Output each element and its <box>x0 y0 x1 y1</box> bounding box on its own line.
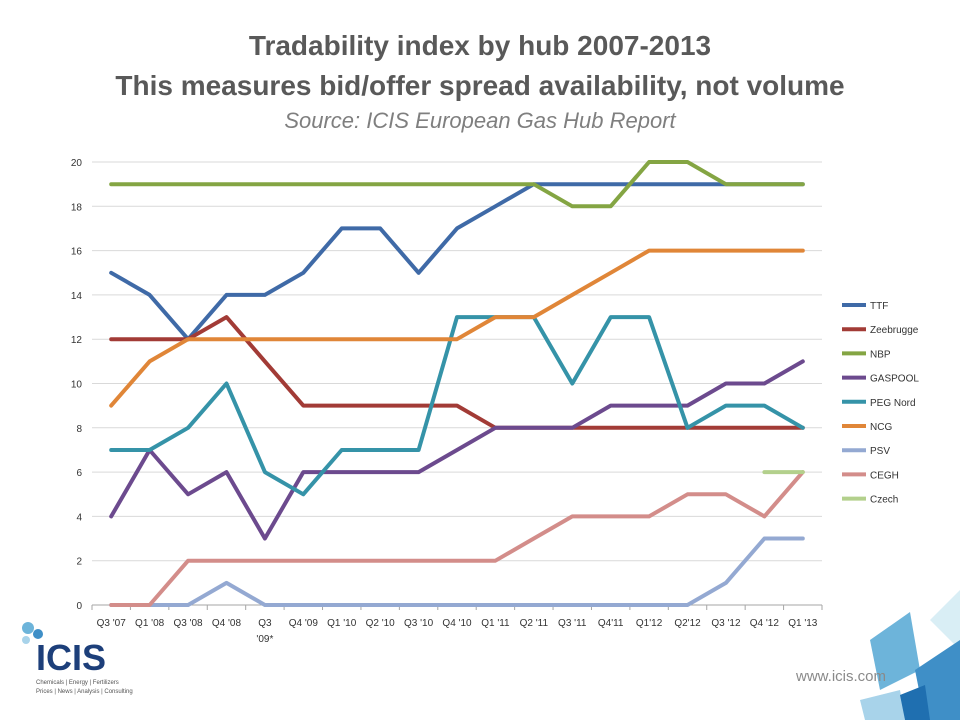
x-tick-label: Q3 '08 <box>173 618 203 629</box>
x-tick-label: Q4 '08 <box>212 618 242 629</box>
y-tick-label: 12 <box>71 335 83 346</box>
y-tick-label: 20 <box>71 158 83 169</box>
y-tick-label: 10 <box>71 380 83 391</box>
logo-tagline-2: Prices | News | Analysis | Consulting <box>36 689 133 695</box>
x-tick-label: Q1 '10 <box>327 618 357 629</box>
x-tick-label: '09* <box>256 634 273 645</box>
series-line-cegh <box>109 470 805 607</box>
series-line-psv <box>109 536 805 607</box>
series-line-ttf <box>109 182 805 342</box>
legend-label: NBP <box>870 349 891 360</box>
chart-source: Source: ICIS European Gas Hub Report <box>284 108 676 133</box>
x-tick-label: Q3 '11 <box>558 618 587 629</box>
series-line-peg-nord <box>109 315 805 497</box>
y-tick-label: 0 <box>76 601 82 612</box>
legend-label: PSV <box>870 446 890 457</box>
x-tick-label: Q1'12 <box>636 618 663 629</box>
legend-label: TTF <box>870 301 888 312</box>
website-link[interactable]: www.icis.com <box>796 668 887 685</box>
legend-label: GASPOOL <box>870 374 919 385</box>
series-line-nbp <box>109 160 805 209</box>
legend-label: Czech <box>870 495 898 506</box>
x-tick-label: Q1 '11 <box>481 618 510 629</box>
x-tick-label: Q4 '12 <box>750 618 780 629</box>
y-tick-label: 2 <box>76 557 82 568</box>
series-line-ncg <box>109 248 805 408</box>
y-tick-label: 8 <box>76 424 82 435</box>
series-line-zeebrugge <box>109 315 805 430</box>
y-tick-label: 4 <box>76 512 82 523</box>
chart-subtitle: This measures bid/offer spread availabil… <box>115 70 845 101</box>
legend-label: CEGH <box>870 470 899 481</box>
x-tick-label: Q4 '10 <box>442 618 472 629</box>
y-tick-label: 18 <box>71 202 83 213</box>
x-tick-label: Q3 '12 <box>711 618 741 629</box>
y-tick-label: 6 <box>76 468 82 479</box>
legend-label: NCG <box>870 422 892 433</box>
x-tick-label: Q3 <box>258 618 272 629</box>
legend-label: Zeebrugge <box>870 325 919 336</box>
y-tick-label: 16 <box>71 247 83 258</box>
x-tick-label: Q4 '09 <box>289 618 319 629</box>
x-tick-label: Q2'12 <box>674 618 701 629</box>
legend-label: PEG Nord <box>870 398 916 409</box>
x-tick-label: Q4'11 <box>598 618 624 629</box>
y-tick-label: 14 <box>71 291 83 302</box>
x-tick-label: Q3 '10 <box>404 618 434 629</box>
chart-title: Tradability index by hub 2007-2013 <box>248 30 712 61</box>
x-tick-label: Q1 '08 <box>135 618 165 629</box>
logo-tagline-1: Chemicals | Energy | Fertilizers <box>36 680 119 686</box>
icis-logo: ICIS Chemicals | Energy | Fertilizers Pr… <box>14 618 164 713</box>
x-tick-label: Q3 '07 <box>97 618 127 629</box>
series-line-gaspool <box>109 359 805 541</box>
x-tick-label: Q2 '10 <box>366 618 396 629</box>
logo-text: ICIS <box>36 637 106 678</box>
x-tick-label: Q2 '11 <box>520 618 549 629</box>
x-tick-label: Q1 '13 <box>788 618 818 629</box>
